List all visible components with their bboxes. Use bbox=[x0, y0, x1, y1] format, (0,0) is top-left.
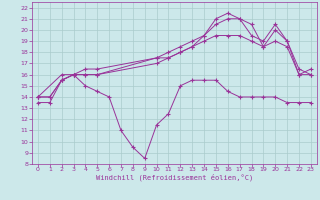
X-axis label: Windchill (Refroidissement éolien,°C): Windchill (Refroidissement éolien,°C) bbox=[96, 174, 253, 181]
